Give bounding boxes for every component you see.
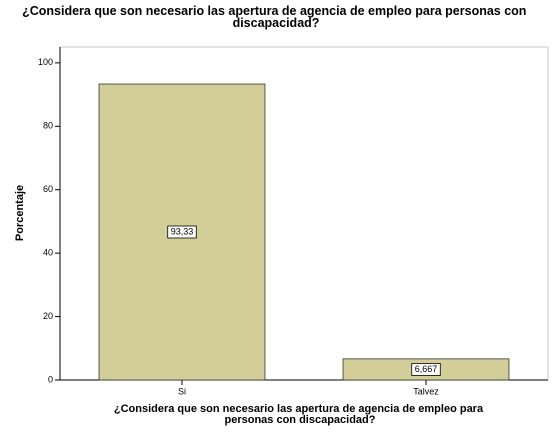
value-label-box [167,225,197,239]
value-label: 6,667 [415,364,438,374]
y-tick-label: 60 [43,184,53,194]
x-tick-label: Talvez [413,386,439,396]
y-tick-label: 20 [43,311,53,321]
x-axis-label-line: ¿Considera que son necesario las apertur… [114,403,486,415]
y-tick-label: 40 [43,248,53,258]
x-axis-label-line: personas con discapacidad? [225,414,376,426]
chart-title-line: ¿Considera que son necesario las apertur… [22,4,530,18]
y-tick-label: 100 [38,57,53,67]
y-axis-label: Porcentaje [14,185,26,241]
chart-title: ¿Considera que son necesario las apertur… [22,4,530,30]
x-axis-label: ¿Considera que son necesario las apertur… [114,403,486,426]
x-tick-label: Si [178,386,186,396]
y-tick-label: 80 [43,121,53,131]
chart-title-line: discapacidad? [233,16,320,30]
value-label: 93,33 [171,226,194,236]
y-tick-label: 0 [48,374,53,384]
value-label-box [411,363,441,376]
